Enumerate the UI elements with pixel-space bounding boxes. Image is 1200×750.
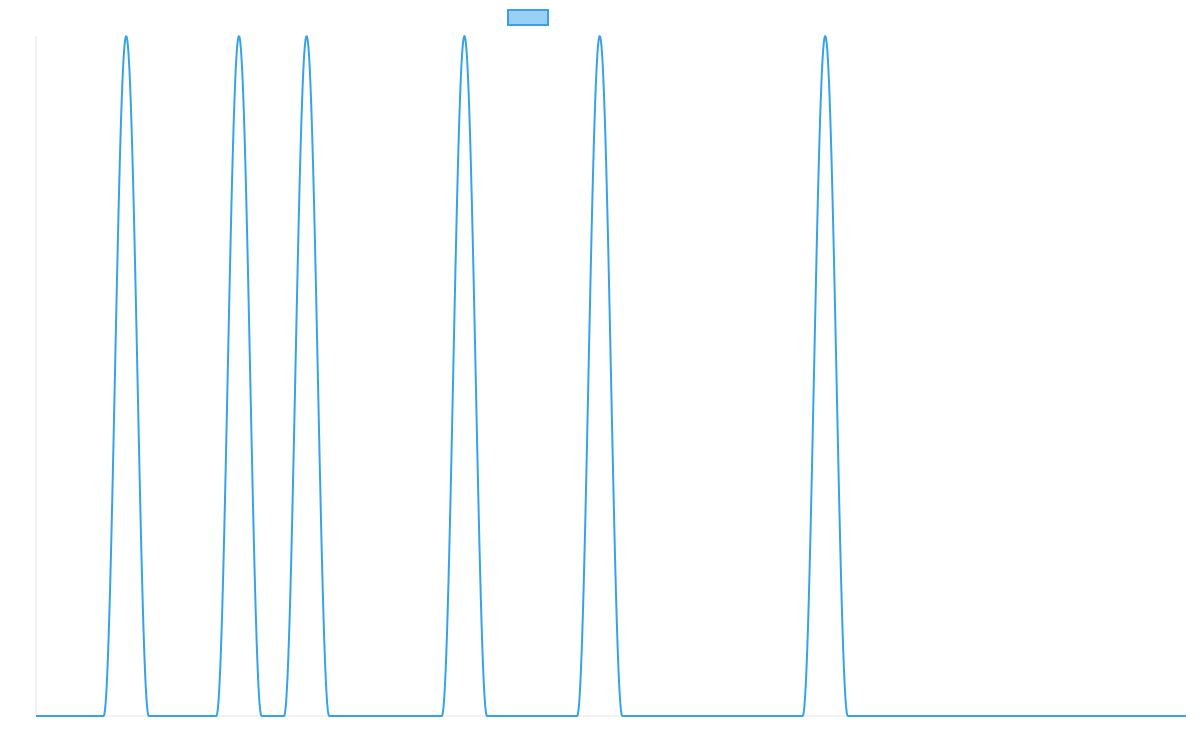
peak-point[interactable] bbox=[303, 32, 311, 40]
peak-point[interactable] bbox=[821, 32, 829, 40]
peak-point[interactable] bbox=[122, 32, 130, 40]
legend[interactable] bbox=[507, 9, 549, 26]
series-line bbox=[35, 35, 1187, 717]
legend-swatch[interactable] bbox=[507, 9, 549, 26]
peak-point[interactable] bbox=[596, 32, 604, 40]
peak-point[interactable] bbox=[460, 32, 468, 40]
peak-markers bbox=[122, 32, 829, 40]
series-group bbox=[35, 35, 1187, 717]
peak-point[interactable] bbox=[235, 32, 243, 40]
